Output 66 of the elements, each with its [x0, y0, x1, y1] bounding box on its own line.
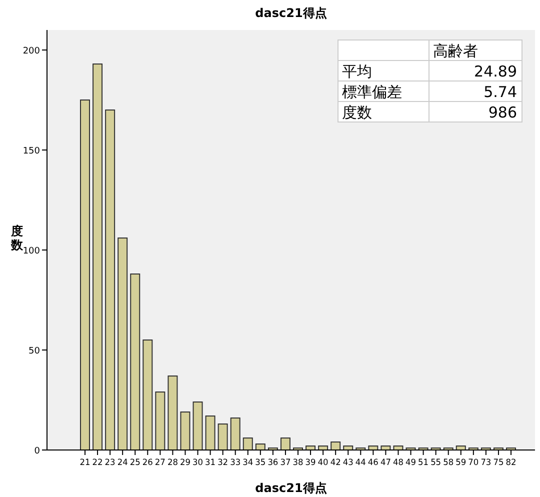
bar — [118, 238, 128, 450]
y-tick-label: 50 — [28, 346, 40, 356]
x-tick-label: 25 — [130, 458, 141, 468]
bar — [205, 416, 216, 450]
x-tick-label: 46 — [368, 458, 379, 468]
x-tick-label: 26 — [142, 458, 154, 468]
annotation: 24.89 — [474, 62, 517, 80]
x-tick-label: 48 — [392, 458, 404, 468]
x-tick-label: 24 — [117, 458, 128, 468]
x-axis-title: dasc21得点 — [255, 481, 327, 495]
x-tick-label: 40 — [318, 458, 329, 468]
bar — [80, 100, 90, 450]
bar — [168, 376, 178, 450]
x-tick-label: 33 — [230, 458, 241, 468]
y-tick-label: 200 — [22, 46, 40, 56]
x-tick-label: 22 — [92, 458, 104, 468]
bar — [230, 418, 240, 450]
x-tick-label: 47 — [380, 458, 392, 468]
x-tick-label: 51 — [418, 458, 429, 468]
x-tick-label: 75 — [493, 458, 504, 468]
x-tick-label: 23 — [104, 458, 116, 468]
x-tick-label: 70 — [468, 458, 479, 468]
x-tick-label: 55 — [430, 458, 442, 468]
y-tick-label: 150 — [22, 146, 40, 156]
x-tick-label: 82 — [506, 458, 517, 468]
x-tick-label: 28 — [167, 458, 178, 468]
x-tick-label: 43 — [342, 458, 354, 468]
bar — [105, 110, 116, 450]
text: 度数 — [10, 224, 24, 252]
x-tick-label: 38 — [292, 458, 304, 468]
y-axis-title: 度数 — [342, 104, 372, 122]
bar — [218, 424, 228, 450]
bar — [142, 340, 153, 450]
bar — [180, 412, 190, 450]
x-tick-label: 21 — [80, 458, 91, 468]
x-tick-label: 58 — [443, 458, 454, 468]
bar — [242, 438, 253, 450]
x-tick-label: 35 — [255, 458, 266, 468]
x-tick-label: 37 — [280, 458, 292, 468]
bar — [330, 442, 341, 450]
annotation: 986 — [488, 104, 517, 122]
annotation: 平均 — [342, 62, 372, 80]
bar — [155, 392, 166, 450]
y-tick-label: 100 — [22, 246, 40, 256]
x-tick-label: 59 — [456, 458, 466, 468]
x-tick-label: 27 — [154, 458, 166, 468]
x-tick-label: 34 — [242, 458, 254, 468]
y-tick-label: 0 — [34, 446, 40, 456]
x-tick-label: 44 — [355, 458, 366, 468]
x-tick-label: 29 — [180, 458, 191, 468]
bar — [280, 438, 290, 450]
bar — [192, 402, 203, 450]
bar — [130, 274, 140, 450]
annotation: 標準偏差 — [342, 83, 402, 101]
x-tick-label: 36 — [268, 458, 279, 468]
annotation: 5.74 — [484, 83, 517, 101]
x-tick-label: 31 — [205, 458, 216, 468]
x-tick-label: 32 — [218, 458, 228, 468]
x-tick-label: 42 — [330, 458, 342, 468]
x-tick-label: 39 — [305, 458, 316, 468]
bar — [92, 64, 103, 450]
x-tick-label: 30 — [192, 458, 204, 468]
chart-title: dasc21得点 — [255, 6, 327, 20]
x-tick-label: 49 — [406, 458, 416, 468]
x-tick-label: 73 — [480, 458, 492, 468]
annotation: 高齢者 — [433, 42, 478, 60]
